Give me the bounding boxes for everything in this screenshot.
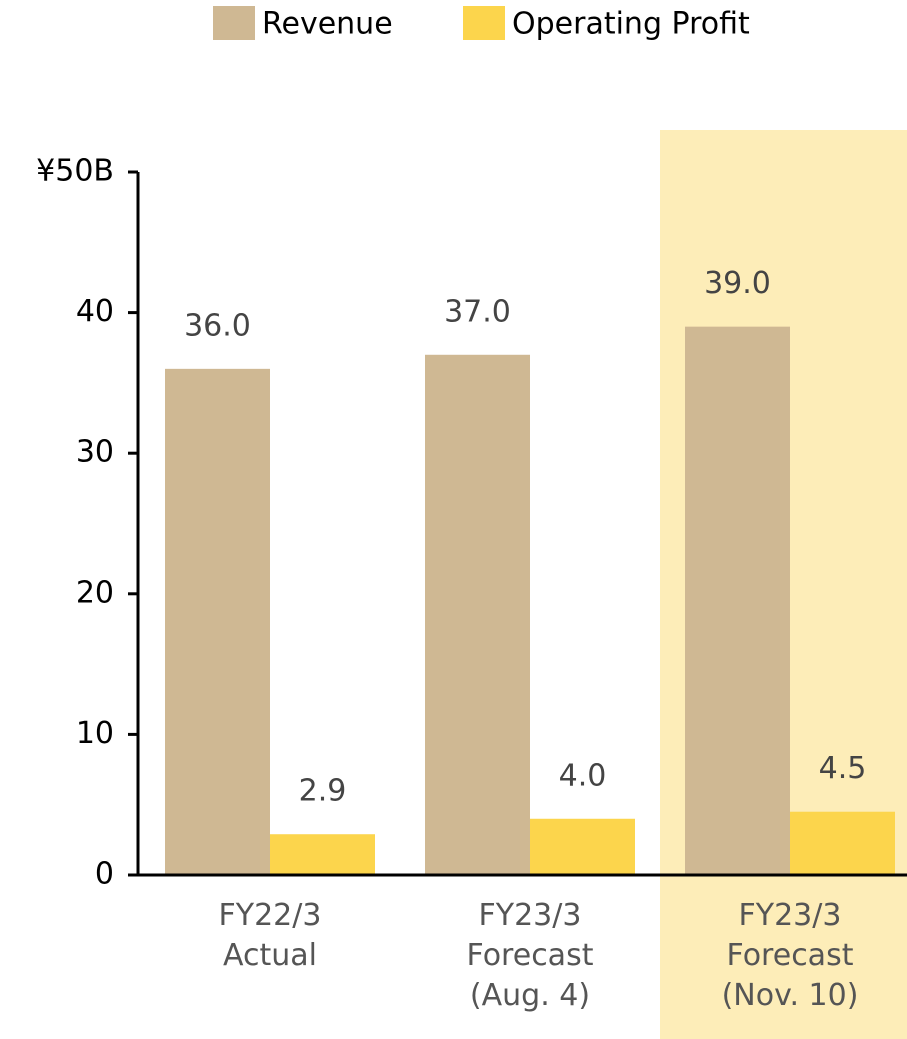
x-tick-line: Actual [223,938,317,973]
data-label: 39.0 [704,266,771,301]
bar [425,354,530,875]
bar [530,818,635,875]
x-tick-line: (Aug. 4) [470,978,590,1013]
legend-swatch [463,6,505,40]
bar [165,368,270,875]
legend-label: Revenue [262,7,393,42]
x-tick-label: FY22/3 Actual [219,898,322,973]
y-tick-label: 40 [76,294,114,329]
legend-swatch [213,6,255,40]
data-label: 37.0 [444,294,511,329]
x-tick-line: FY22/3 [219,898,322,933]
x-tick-line: (Nov. 10) [722,978,859,1013]
data-label: 4.0 [559,758,607,793]
y-tick-label: ¥50B [36,154,114,189]
y-tick-label: 20 [76,575,114,610]
x-tick-line: Forecast [467,938,594,973]
x-tick-line: FY23/3 [739,898,842,933]
legend-label: Operating Profit [512,7,750,42]
y-tick-label: 30 [76,435,114,470]
x-tick-label: FY23/3 Forecast (Nov. 10) [722,898,859,1013]
bar [270,834,375,875]
x-tick-label: FY23/3 Forecast (Aug. 4) [467,898,594,1013]
y-tick-label: 10 [76,716,114,751]
data-label: 4.5 [819,751,867,786]
y-tick-label: 0 [95,857,114,892]
data-label: 36.0 [184,308,251,343]
data-label: 2.9 [299,774,347,809]
x-tick-line: FY23/3 [479,898,582,933]
bar [790,811,895,875]
bar [685,326,790,875]
x-tick-line: Forecast [727,938,854,973]
